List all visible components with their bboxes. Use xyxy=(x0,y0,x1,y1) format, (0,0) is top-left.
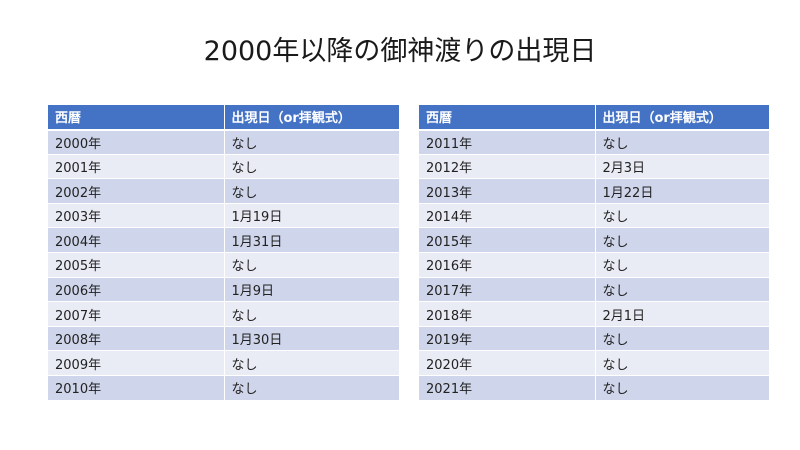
year-cell: 2017年 xyxy=(419,277,596,303)
table-row: 2019年 なし xyxy=(419,326,770,352)
year-cell: 2000年 xyxy=(48,129,225,155)
year-cell: 2004年 xyxy=(48,227,225,254)
date-cell: 1月30日 xyxy=(224,326,400,352)
table-row: 2007年 なし xyxy=(48,301,400,327)
date-cell: なし xyxy=(595,350,770,377)
date-cell: 1月19日 xyxy=(224,203,400,229)
table-row: 2010年 なし xyxy=(48,375,400,401)
table-row: 2015年 なし xyxy=(419,227,770,254)
date-cell: 2月3日 xyxy=(595,154,770,180)
date-cell: なし xyxy=(224,129,400,155)
year-cell: 2011年 xyxy=(419,129,596,155)
table-2000-2010: 西暦 出現日（or拝観式） 2000年 なし 2001年 なし 2002年 なし 20… xyxy=(48,105,400,401)
year-cell: 2003年 xyxy=(48,203,225,229)
year-cell: 2014年 xyxy=(419,203,596,229)
header-appearance-date: 出現日（or拝観式） xyxy=(224,105,400,131)
table-row: 2003年 1月19日 xyxy=(48,203,400,229)
table-row: 2002年 なし xyxy=(48,178,400,204)
date-cell: 2月1日 xyxy=(595,301,770,327)
table-row: 2020年 なし xyxy=(419,350,770,377)
table-row: 2014年 なし xyxy=(419,203,770,229)
header-year: 西暦 xyxy=(48,105,225,131)
date-cell: なし xyxy=(224,178,400,204)
table-row: 2000年 なし xyxy=(48,129,400,155)
table-row: 2013年 1月22日 xyxy=(419,178,770,204)
date-cell: なし xyxy=(224,301,400,327)
year-cell: 2009年 xyxy=(48,350,225,377)
table-row: 2016年 なし xyxy=(419,252,770,278)
year-cell: 2015年 xyxy=(419,227,596,254)
year-cell: 2016年 xyxy=(419,252,596,278)
table-row: 2006年 1月9日 xyxy=(48,277,400,303)
date-cell: なし xyxy=(595,277,770,303)
year-cell: 2001年 xyxy=(48,154,225,180)
header-appearance-date: 出現日（or拝観式） xyxy=(595,105,770,131)
year-cell: 2020年 xyxy=(419,350,596,377)
table-header-row: 西暦 出現日（or拝観式） xyxy=(419,105,770,131)
table-row: 2001年 なし xyxy=(48,154,400,180)
date-cell: なし xyxy=(595,227,770,254)
year-cell: 2013年 xyxy=(419,178,596,204)
date-cell: なし xyxy=(224,375,400,401)
date-cell: なし xyxy=(224,154,400,180)
year-cell: 2007年 xyxy=(48,301,225,327)
table-row: 2009年 なし xyxy=(48,350,400,377)
table-row: 2005年 なし xyxy=(48,252,400,278)
year-cell: 2008年 xyxy=(48,326,225,352)
header-year: 西暦 xyxy=(419,105,596,131)
table-row: 2008年 1月30日 xyxy=(48,326,400,352)
table-row: 2004年 1月31日 xyxy=(48,227,400,254)
date-cell: なし xyxy=(595,326,770,352)
table-header-row: 西暦 出現日（or拝観式） xyxy=(48,105,400,131)
table-row: 2011年 なし xyxy=(419,129,770,155)
slide-title: 2000年以降の御神渡りの出現日 xyxy=(203,36,597,67)
date-cell: なし xyxy=(595,129,770,155)
year-cell: 2012年 xyxy=(419,154,596,180)
year-cell: 2010年 xyxy=(48,375,225,401)
year-cell: 2006年 xyxy=(48,277,225,303)
year-cell: 2018年 xyxy=(419,301,596,327)
table-row: 2017年 なし xyxy=(419,277,770,303)
year-cell: 2021年 xyxy=(419,375,596,401)
date-cell: なし xyxy=(224,252,400,278)
date-cell: なし xyxy=(224,350,400,377)
date-cell: 1月9日 xyxy=(224,277,400,303)
table-row: 2018年 2月1日 xyxy=(419,301,770,327)
year-cell: 2019年 xyxy=(419,326,596,352)
table-row: 2021年 なし xyxy=(419,375,770,401)
year-cell: 2002年 xyxy=(48,178,225,204)
table-2011-2021: 西暦 出現日（or拝観式） 2011年 なし 2012年 2月3日 2013年 1月2… xyxy=(419,105,770,401)
date-cell: なし xyxy=(595,375,770,401)
date-cell: 1月31日 xyxy=(224,227,400,254)
date-cell: なし xyxy=(595,203,770,229)
table-row: 2012年 2月3日 xyxy=(419,154,770,180)
year-cell: 2005年 xyxy=(48,252,225,278)
date-cell: 1月22日 xyxy=(595,178,770,204)
date-cell: なし xyxy=(595,252,770,278)
